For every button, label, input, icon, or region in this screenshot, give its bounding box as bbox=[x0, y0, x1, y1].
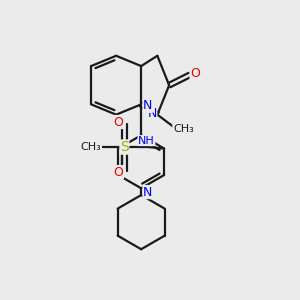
Text: N: N bbox=[143, 186, 152, 199]
Text: O: O bbox=[113, 116, 123, 128]
Text: O: O bbox=[113, 166, 123, 178]
Text: N: N bbox=[143, 99, 152, 112]
Text: N: N bbox=[147, 107, 157, 120]
Text: CH₃: CH₃ bbox=[81, 142, 101, 152]
Text: O: O bbox=[190, 67, 200, 80]
Text: S: S bbox=[120, 140, 129, 154]
Text: NH: NH bbox=[138, 136, 155, 146]
Text: CH₃: CH₃ bbox=[173, 124, 194, 134]
